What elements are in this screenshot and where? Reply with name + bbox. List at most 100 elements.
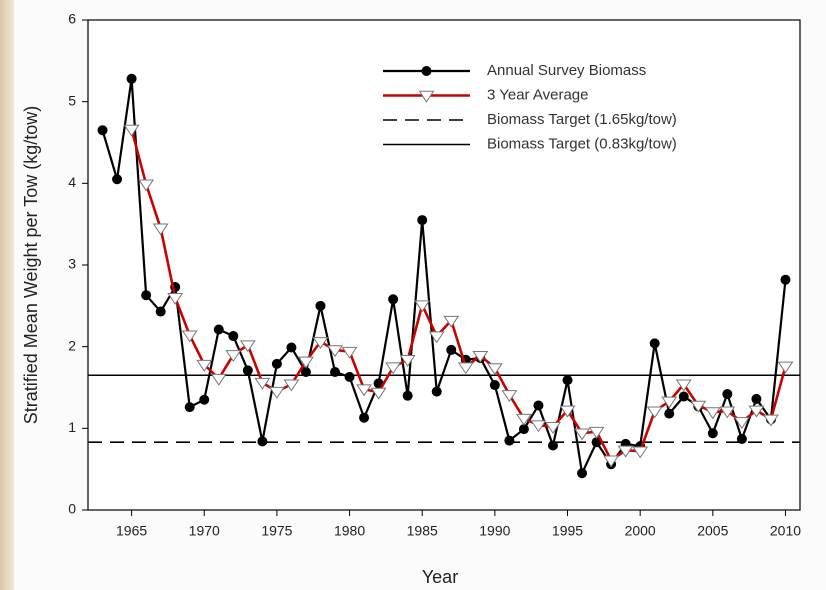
point — [733, 417, 750, 430]
point — [675, 379, 692, 392]
y-tick-label: 4 — [68, 174, 76, 190]
point — [533, 400, 544, 411]
point — [312, 337, 329, 349]
legend-label: 3 Year Average — [487, 86, 588, 103]
point — [402, 390, 413, 401]
point — [181, 330, 198, 343]
point — [489, 380, 500, 391]
point — [443, 315, 460, 328]
point — [196, 359, 213, 372]
point — [518, 424, 529, 435]
point — [472, 350, 489, 363]
point — [210, 373, 227, 386]
point — [155, 306, 166, 317]
y-tick-label: 5 — [68, 92, 76, 108]
point — [501, 390, 518, 403]
legend-label: Biomass Target (0.83kg/tow) — [487, 135, 677, 152]
x-tick-label: 2000 — [625, 523, 656, 539]
point — [486, 363, 503, 376]
point — [184, 402, 195, 413]
plot-area — [87, 19, 801, 511]
x-tick-label: 1990 — [479, 523, 510, 539]
point — [213, 324, 224, 335]
point — [763, 414, 779, 427]
point — [704, 407, 721, 420]
y-tick-label: 2 — [68, 337, 76, 353]
x-tick-label: 1980 — [334, 523, 365, 539]
point — [388, 294, 399, 305]
point — [661, 396, 678, 409]
point — [239, 340, 256, 353]
point — [777, 361, 794, 374]
point — [588, 426, 605, 439]
point — [562, 375, 573, 386]
point — [283, 379, 300, 392]
point — [545, 422, 561, 434]
point — [646, 406, 663, 419]
point — [780, 274, 791, 285]
point — [242, 365, 253, 376]
point — [199, 394, 210, 405]
point — [112, 174, 123, 185]
point — [428, 331, 445, 344]
point — [748, 405, 765, 418]
x-axis-label: Year — [422, 567, 458, 587]
point — [649, 338, 660, 349]
point — [359, 412, 370, 423]
point — [530, 420, 547, 433]
x-tick-label: 1995 — [552, 523, 583, 539]
point — [603, 455, 620, 468]
point — [504, 435, 515, 446]
point — [678, 391, 689, 402]
point — [707, 428, 718, 439]
point — [257, 436, 268, 447]
series-line — [130, 129, 787, 463]
point — [268, 386, 285, 399]
point — [690, 400, 707, 413]
point — [126, 73, 137, 84]
point — [414, 300, 431, 313]
point — [736, 433, 747, 444]
point — [228, 331, 239, 342]
point — [446, 344, 457, 355]
point — [722, 389, 733, 400]
x-tick-label: 2010 — [770, 523, 801, 539]
point — [399, 355, 416, 367]
point — [286, 342, 297, 353]
point — [591, 437, 602, 448]
side-strip — [0, 0, 14, 590]
y-tick-label: 0 — [68, 501, 76, 517]
point — [315, 300, 326, 311]
point — [152, 223, 169, 236]
point — [574, 428, 590, 441]
x-tick-label: 2005 — [697, 523, 728, 539]
legend-label: Annual Survey Biomass — [487, 62, 646, 79]
point — [271, 358, 282, 369]
point — [632, 446, 649, 459]
point — [298, 356, 314, 369]
point — [559, 405, 576, 418]
point — [577, 468, 588, 479]
y-tick-label: 1 — [68, 419, 76, 435]
legend-marker — [421, 66, 432, 76]
point — [167, 292, 184, 305]
point — [617, 445, 634, 458]
point — [123, 124, 140, 137]
point — [344, 371, 355, 382]
point — [300, 366, 311, 377]
x-tick-label: 1970 — [189, 523, 220, 539]
point — [751, 393, 762, 404]
point — [547, 440, 558, 451]
point — [356, 384, 373, 397]
x-tick-label: 1965 — [116, 523, 147, 539]
point — [515, 413, 532, 426]
point — [254, 377, 271, 390]
point — [417, 215, 428, 226]
x-tick-label: 1985 — [407, 523, 438, 539]
point — [330, 366, 341, 377]
legend-label: Biomass Target (1.65kg/tow) — [487, 111, 677, 128]
point — [431, 386, 442, 397]
point — [385, 362, 402, 375]
point — [225, 350, 242, 363]
